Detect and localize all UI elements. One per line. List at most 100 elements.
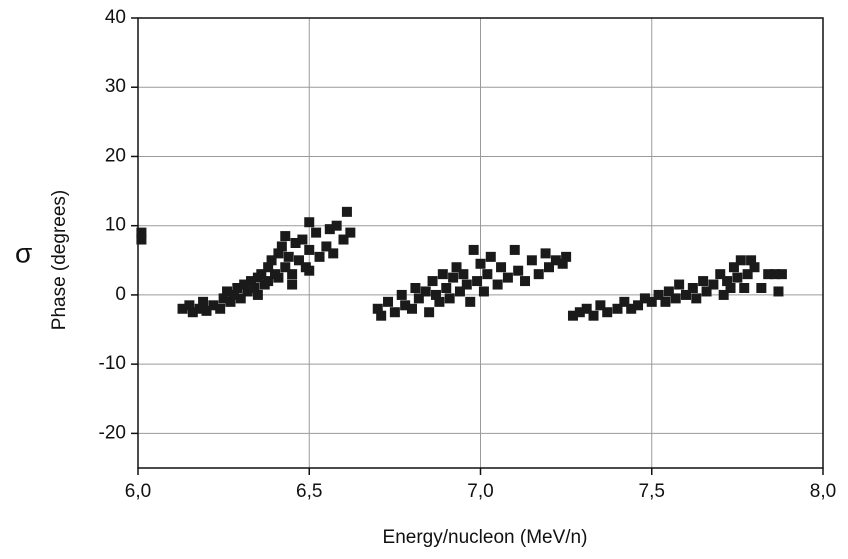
point [567, 310, 578, 321]
point [465, 296, 476, 307]
point [454, 286, 465, 297]
point [208, 300, 219, 311]
point [691, 293, 702, 304]
point [746, 255, 757, 266]
point [509, 244, 520, 255]
y-tick-label: 30 [105, 76, 126, 97]
y-tick-label: -10 [99, 353, 126, 374]
point [276, 241, 287, 252]
point [314, 251, 325, 262]
point [328, 248, 339, 259]
point [448, 272, 459, 283]
point [280, 231, 291, 242]
point [626, 303, 637, 314]
point [619, 296, 630, 307]
point [770, 269, 781, 280]
point [749, 262, 760, 273]
point [444, 293, 455, 304]
point [612, 303, 623, 314]
point [338, 234, 349, 245]
point [701, 286, 712, 297]
point [520, 276, 531, 287]
point [732, 272, 743, 283]
point [660, 296, 671, 307]
point [198, 296, 209, 307]
point [728, 262, 739, 273]
point [776, 269, 787, 280]
point [222, 286, 233, 297]
x-tick-label: 6,5 [296, 481, 322, 502]
point [687, 283, 698, 293]
point [451, 262, 462, 273]
point [639, 293, 650, 304]
point [228, 289, 239, 300]
point [502, 272, 513, 283]
point [372, 303, 383, 314]
point [184, 300, 195, 311]
point [441, 283, 452, 293]
point [194, 303, 205, 314]
point [533, 269, 544, 280]
point [389, 307, 400, 318]
point [410, 283, 421, 293]
point [540, 248, 551, 259]
y-axis-label: Phase (degrees) [49, 190, 70, 330]
point [513, 265, 524, 276]
point [773, 286, 784, 297]
point [544, 262, 554, 273]
annotation: σ [15, 237, 32, 268]
point [407, 303, 417, 314]
point [177, 303, 188, 314]
point [420, 286, 431, 297]
point [249, 283, 260, 293]
point [413, 293, 424, 304]
point [324, 224, 335, 235]
point [283, 251, 294, 262]
point [468, 244, 479, 255]
point [437, 269, 448, 280]
point [218, 293, 229, 304]
point [376, 310, 387, 321]
point [663, 286, 674, 297]
point [574, 307, 585, 318]
point [331, 220, 342, 231]
point [304, 217, 315, 228]
point [718, 289, 729, 300]
point [280, 262, 291, 273]
point [595, 300, 606, 311]
point [756, 283, 767, 293]
point [290, 238, 301, 248]
point [187, 307, 198, 318]
point [297, 234, 308, 245]
point [427, 276, 438, 287]
point [475, 258, 486, 269]
point [293, 255, 304, 266]
point [287, 269, 298, 280]
point [482, 269, 493, 280]
point [492, 279, 503, 290]
point [235, 293, 246, 304]
point [715, 269, 726, 280]
x-axis-label: Energy/nucleon (MeV/n) [383, 527, 588, 548]
point [434, 296, 445, 307]
point [311, 227, 322, 238]
point [557, 258, 568, 269]
point [725, 283, 736, 293]
point [383, 296, 394, 307]
point [430, 289, 441, 300]
point [496, 262, 507, 273]
x-tick-label: 6,0 [125, 481, 151, 502]
point [472, 276, 483, 287]
point [526, 255, 537, 266]
point [739, 283, 750, 293]
point [273, 248, 284, 259]
point [242, 286, 253, 297]
point [232, 283, 243, 293]
point [424, 307, 435, 318]
point [256, 269, 267, 280]
point [588, 310, 599, 321]
point [674, 279, 685, 290]
point [252, 289, 263, 300]
point [136, 227, 147, 238]
